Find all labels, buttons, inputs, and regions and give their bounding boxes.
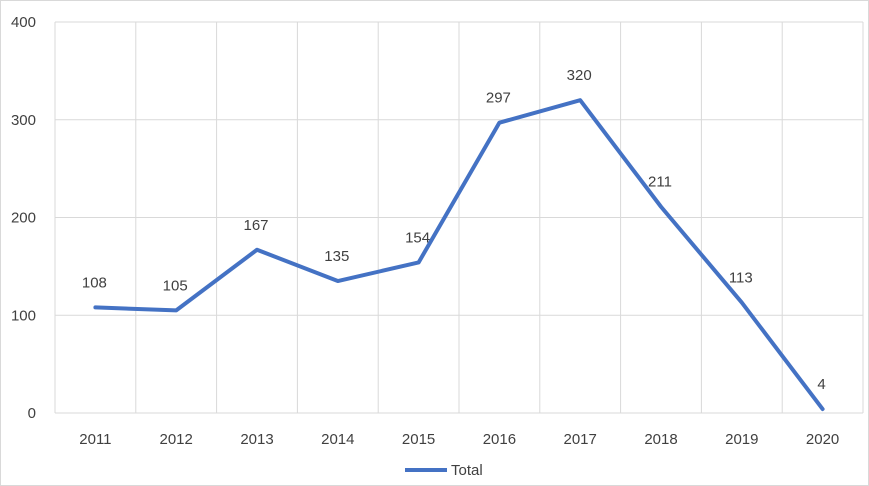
y-tick-label: 0 (28, 405, 36, 422)
x-tick-label: 2013 (240, 431, 273, 448)
data-label: 211 (648, 174, 672, 191)
series-group (93, 98, 825, 412)
gridlines (54, 21, 864, 414)
data-label: 105 (163, 277, 188, 294)
data-label: 320 (567, 67, 592, 84)
legend-label-total: Total (451, 462, 483, 479)
x-tick-label: 2017 (564, 431, 597, 448)
data-label: 154 (405, 229, 430, 246)
data-label: 297 (486, 90, 511, 107)
x-tick-label: 2019 (725, 431, 758, 448)
data-label: 4 (817, 376, 825, 393)
data-label: 113 (729, 270, 753, 287)
data-label: 108 (82, 274, 107, 291)
x-tick-label: 2012 (160, 431, 193, 448)
x-tick-label: 2015 (402, 431, 435, 448)
y-axis-ticks: 0 100 200 300 400 (11, 14, 36, 422)
y-tick-label: 400 (11, 14, 36, 31)
x-tick-label: 2014 (321, 431, 354, 448)
y-tick-label: 100 (11, 307, 36, 324)
data-labels: 108 105 167 135 154 297 320 211 113 4 (82, 67, 826, 393)
legend: Total (405, 462, 483, 479)
x-tick-label: 2011 (79, 431, 111, 448)
data-label: 135 (324, 248, 349, 265)
x-tick-label: 2016 (483, 431, 516, 448)
x-tick-label: 2018 (644, 431, 677, 448)
y-tick-label: 300 (11, 112, 36, 129)
series-line-total (93, 98, 825, 412)
x-axis-ticks: 2011 2012 2013 2014 2015 2016 2017 2018 2019 2020 (79, 431, 839, 448)
data-label: 167 (243, 217, 268, 234)
x-tick-label: 2020 (806, 431, 839, 448)
y-tick-label: 200 (11, 210, 36, 227)
